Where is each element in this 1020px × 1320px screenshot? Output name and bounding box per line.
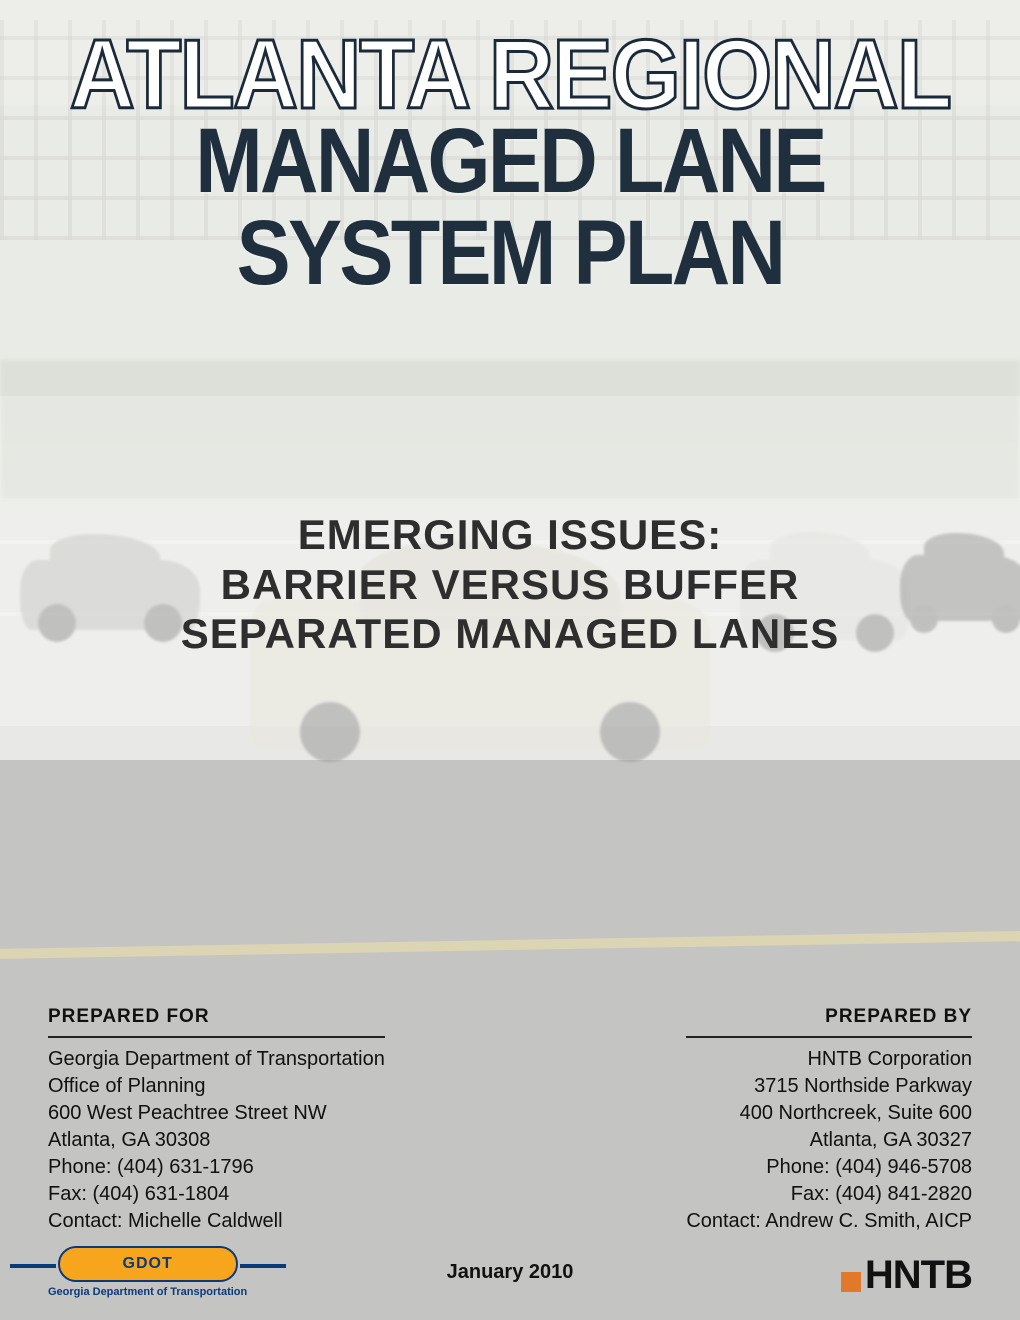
subtitle-line-2: BARRIER VERSUS BUFFER bbox=[0, 560, 1020, 610]
title-block: ATLANTA REGIONAL MANAGED LANE SYSTEM PLA… bbox=[0, 28, 1020, 299]
subtitle-line-3: SEPARATED MANAGED LANES bbox=[0, 609, 1020, 659]
title-line-2: MANAGED LANE SYSTEM PLAN bbox=[61, 115, 959, 299]
prepared-for-line: Office of Planning bbox=[48, 1073, 385, 1100]
prepared-section: PREPARED FOR Georgia Department of Trans… bbox=[48, 1004, 972, 1235]
divider bbox=[686, 1036, 972, 1038]
prepared-by-line: 3715 Northside Parkway bbox=[686, 1073, 972, 1100]
footer-logos: GDOT Georgia Department of Transportatio… bbox=[48, 1246, 972, 1298]
prepared-by-line: Contact: Andrew C. Smith, AICP bbox=[686, 1208, 972, 1235]
cover-page: ATLANTA REGIONAL MANAGED LANE SYSTEM PLA… bbox=[0, 0, 1020, 1320]
prepared-for-heading: PREPARED FOR bbox=[48, 1004, 385, 1030]
gdot-logo-subtext: Georgia Department of Transportation bbox=[48, 1286, 247, 1298]
prepared-by-line: 400 Northcreek, Suite 600 bbox=[686, 1100, 972, 1127]
prepared-for-line: Phone: (404) 631-1796 bbox=[48, 1154, 385, 1181]
prepared-for-line: Contact: Michelle Caldwell bbox=[48, 1208, 385, 1235]
gdot-logo-text: GDOT bbox=[58, 1246, 238, 1282]
subtitle-block: EMERGING ISSUES: BARRIER VERSUS BUFFER S… bbox=[0, 510, 1020, 659]
prepared-for-line: Georgia Department of Transportation bbox=[48, 1046, 385, 1073]
hntb-logo-text: HNTB bbox=[865, 1253, 972, 1298]
hntb-logo-square-icon bbox=[841, 1272, 861, 1292]
prepared-by-line: Fax: (404) 841-2820 bbox=[686, 1181, 972, 1208]
title-line-1: ATLANTA REGIONAL bbox=[41, 28, 979, 121]
prepared-by-line: HNTB Corporation bbox=[686, 1046, 972, 1073]
prepared-by-heading: PREPARED BY bbox=[686, 1004, 972, 1030]
gdot-logo: GDOT Georgia Department of Transportatio… bbox=[48, 1246, 247, 1298]
divider bbox=[48, 1036, 385, 1038]
hntb-logo: HNTB bbox=[841, 1253, 972, 1298]
prepared-for-line: 600 West Peachtree Street NW bbox=[48, 1100, 385, 1127]
prepared-for-line: Atlanta, GA 30308 bbox=[48, 1127, 385, 1154]
prepared-by-line: Phone: (404) 946-5708 bbox=[686, 1154, 972, 1181]
subtitle-line-1: EMERGING ISSUES: bbox=[0, 510, 1020, 560]
prepared-for-block: PREPARED FOR Georgia Department of Trans… bbox=[48, 1004, 385, 1235]
prepared-by-block: PREPARED BY HNTB Corporation 3715 Norths… bbox=[686, 1004, 972, 1235]
prepared-by-line: Atlanta, GA 30327 bbox=[686, 1127, 972, 1154]
prepared-for-line: Fax: (404) 631-1804 bbox=[48, 1181, 385, 1208]
